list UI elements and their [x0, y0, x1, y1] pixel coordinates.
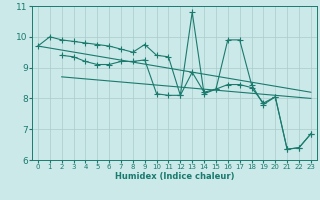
X-axis label: Humidex (Indice chaleur): Humidex (Indice chaleur) — [115, 172, 234, 181]
